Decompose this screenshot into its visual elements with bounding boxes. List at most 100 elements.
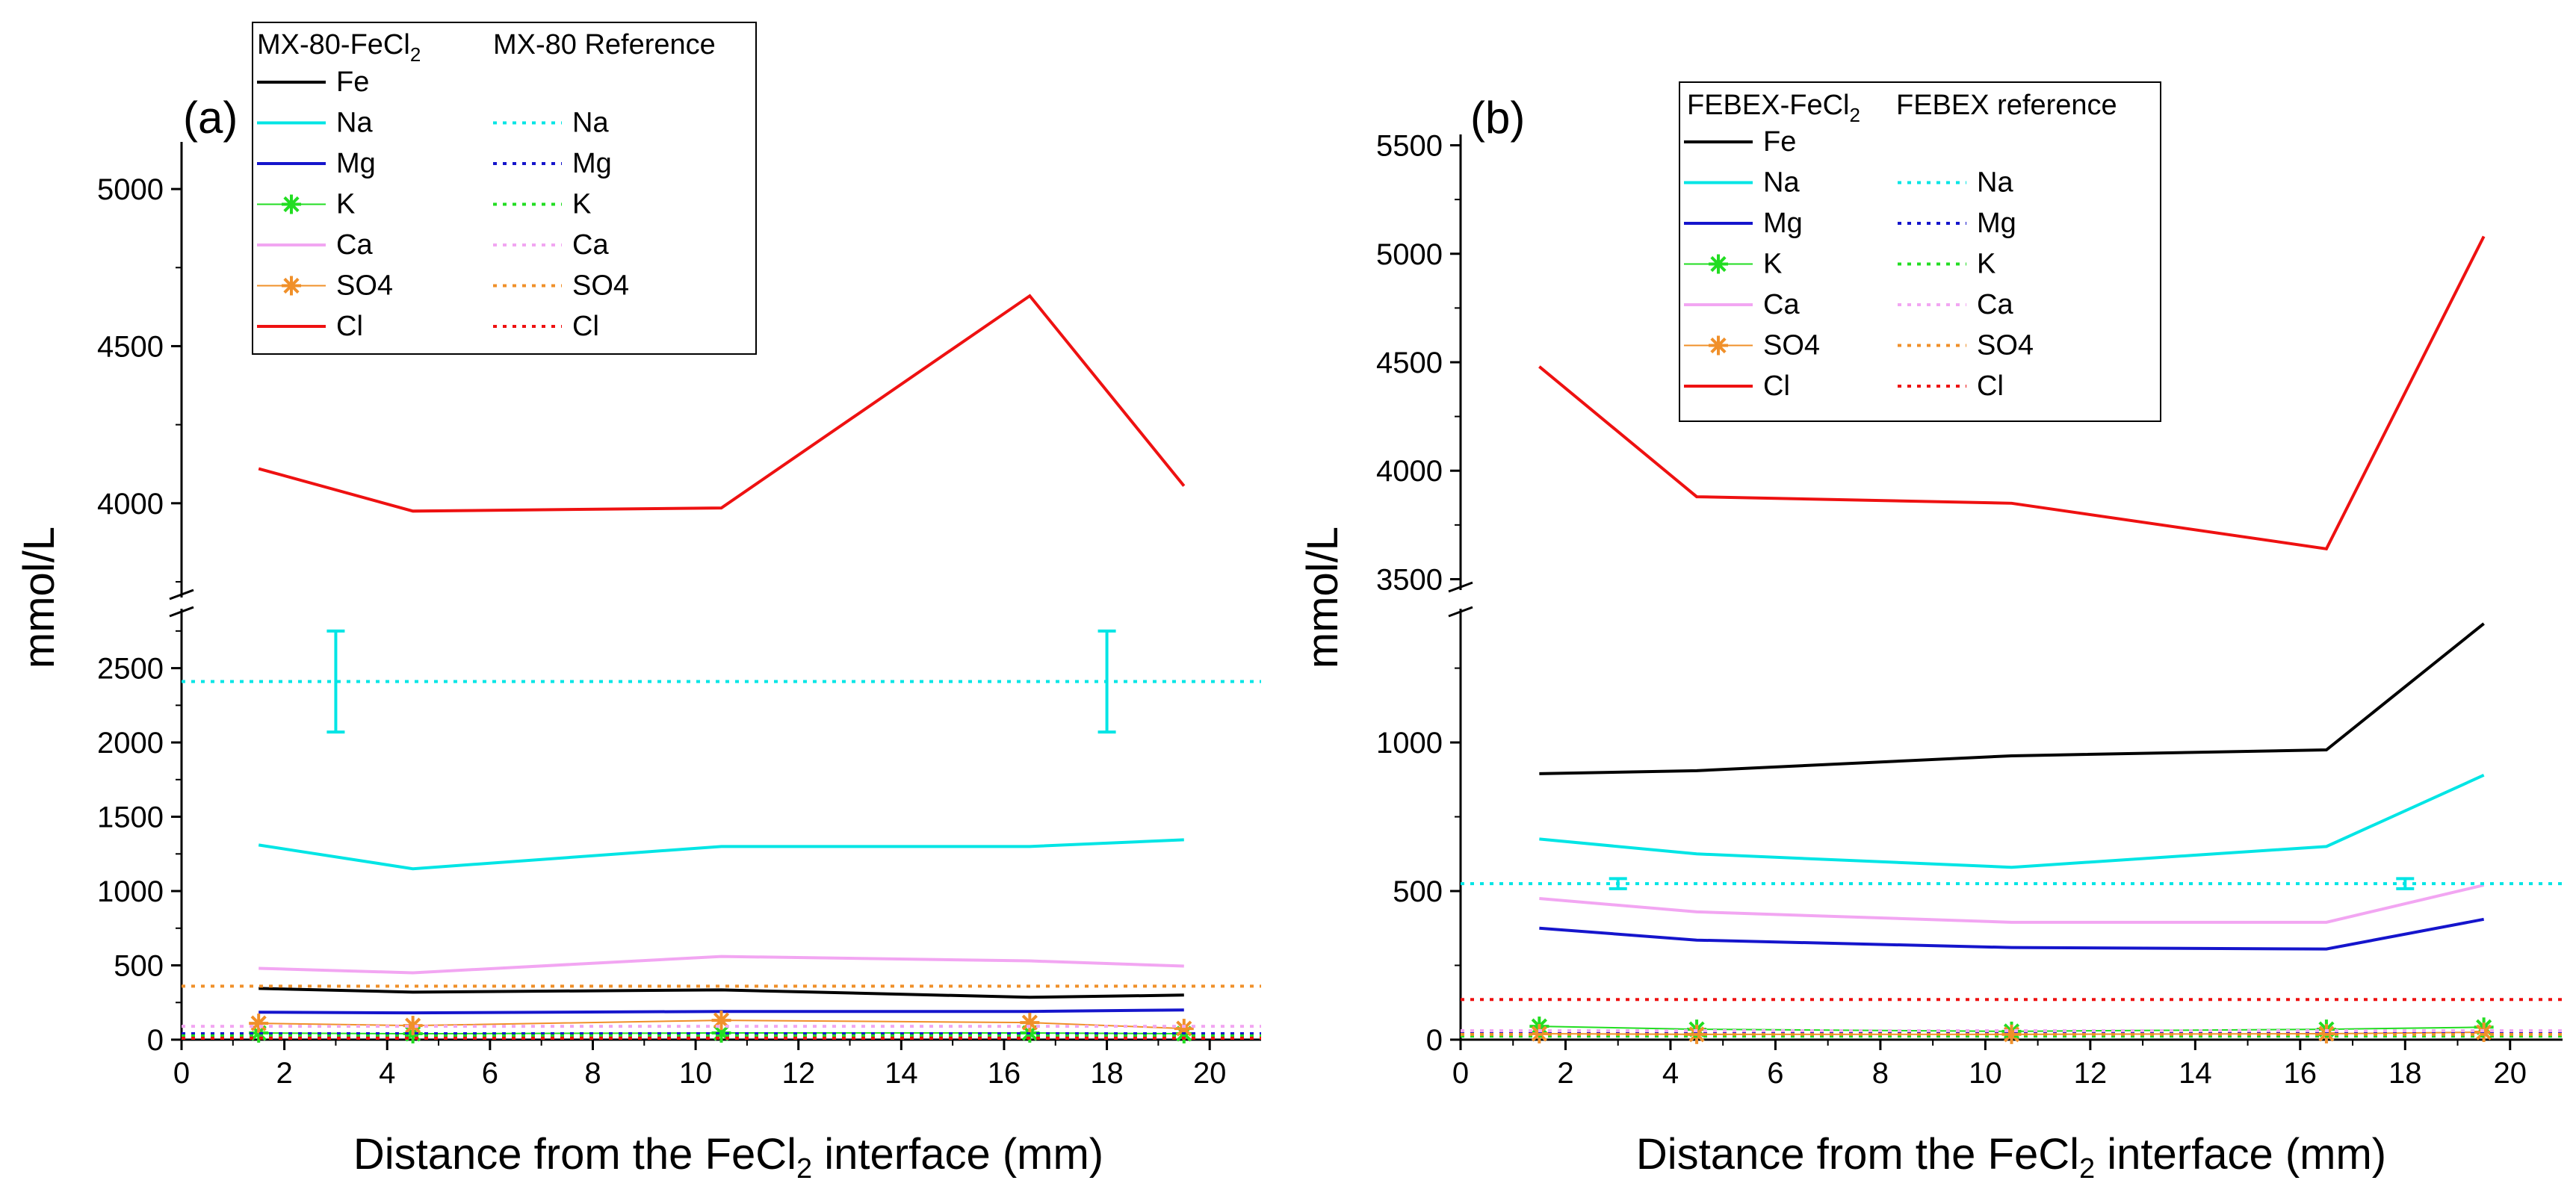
legend-mg-ref-label: Mg [572, 148, 612, 179]
axis-break-mark [1448, 606, 1473, 618]
legend-cl-ref-label: Cl [572, 311, 599, 342]
legend-mg-label: Mg [1763, 208, 1803, 239]
axis-break-mark [1448, 581, 1473, 593]
legend-mg-ref-label: Mg [1977, 208, 2016, 239]
x-tick-label: 10 [1969, 1057, 2002, 1090]
x-tick-label: 4 [379, 1057, 395, 1090]
y-tick-label: 5000 [97, 173, 164, 206]
y-tick-label: 4000 [97, 488, 164, 521]
x-tick-label: 6 [1767, 1057, 1783, 1090]
panel-b-xlabel: Distance from the FeCl2 interface (mm) [1636, 1130, 2386, 1185]
series-mx-80-fecl2-so4-point [1020, 1013, 1040, 1033]
x-tick-label: 12 [2074, 1057, 2108, 1090]
panel-b-legend-header-2: FEBEX reference [1896, 90, 2117, 121]
x-tick-label: 6 [482, 1057, 498, 1090]
x-tick-label: 18 [1090, 1057, 1124, 1090]
axis-break-mark [169, 589, 194, 600]
series-febex-fecl2-ca-line [1539, 884, 2485, 924]
panel-b-xlabel-main: Distance from the FeCl [1636, 1130, 2079, 1179]
panel-a-legend: MX-80-FeCl2 MX-80 Reference Fe Na Na Mg Mg K K… [252, 22, 757, 355]
panel-a-legend-entries: Fe Na Na Mg Mg K K Ca Ca SO4 SO4 Cl Cl [257, 66, 629, 342]
x-tick-label: 10 [679, 1057, 713, 1090]
legend-k-marker [1709, 254, 1728, 274]
y-tick-label: 1000 [97, 875, 164, 908]
legend-k-marker-stroke [1710, 255, 1727, 273]
axis-break-mark [169, 606, 194, 618]
legend-cl-ref-label: Cl [1977, 370, 2004, 402]
legend-ca-label: Ca [1763, 289, 1800, 320]
panel-a-ylabel: mmol/L [15, 527, 64, 668]
panel-b-xlabel-tail: interface (mm) [2095, 1130, 2386, 1179]
legend-na-label: Na [1763, 167, 1800, 199]
y-tick-label: 4000 [1376, 455, 1443, 488]
y-tick-label: 2000 [97, 727, 164, 760]
series-mx-80-fecl2-so4-point-stroke [250, 1015, 267, 1031]
panel-a-legend-header-2: MX-80 Reference [493, 29, 716, 60]
x-tick-label: 16 [2284, 1057, 2318, 1090]
y-tick-label: 4500 [97, 330, 164, 363]
panel-a-xlabel-sub: 2 [796, 1153, 812, 1185]
panel-b-legend-header-1-main: FEBEX-FeCl [1687, 90, 1849, 121]
series-mx-80-fecl2-so4-point [249, 1014, 269, 1034]
legend-cl-label: Cl [336, 311, 363, 342]
y-tick-label: 4500 [1376, 347, 1443, 379]
legend-fe-label: Fe [336, 66, 369, 98]
y-tick-label: 500 [114, 950, 164, 983]
legend-na-label: Na [336, 108, 373, 139]
x-tick-label: 4 [1662, 1057, 1679, 1090]
series-mx-80-fecl2-cl-line [258, 294, 1186, 513]
legend-k-marker [282, 194, 301, 214]
panel-a-legend-header-1-main: MX-80-FeCl [257, 29, 410, 60]
panel-b-legend-header-1: FEBEX-FeCl2 [1687, 90, 1860, 126]
legend-cl-label: Cl [1763, 370, 1790, 402]
y-tick-label: 500 [1393, 875, 1443, 908]
panel-a-xlabel-tail: interface (mm) [812, 1130, 1103, 1179]
panel-b: (b) mmol/L Distance from the FeCl2 inter… [1298, 81, 2563, 1185]
legend-na-ref-label: Na [572, 108, 609, 139]
x-tick-label: 12 [781, 1057, 815, 1090]
x-tick-label: 2 [1557, 1057, 1573, 1090]
y-tick-label: 5500 [1376, 130, 1443, 163]
panel-b-plot: 0 2 4 6 8 10 12 14 16 18 20 0 500 1000 3500 4000 4500 500… [1376, 130, 2563, 1090]
legend-ca-ref-label: Ca [1977, 289, 2013, 320]
series-mx-80-fecl2-so4-point [403, 1016, 423, 1036]
x-tick-label: 20 [1193, 1057, 1227, 1090]
series-febex-fecl2-fe-line [1539, 622, 2485, 775]
panel-a-xlabel-main: Distance from the FeCl [353, 1130, 796, 1179]
panel-a-legend-header-1-sub: 2 [410, 43, 421, 66]
panel-b-legend: FEBEX-FeCl2 FEBEX reference Fe Na Na Mg Mg K K… [1679, 81, 2161, 422]
series-mx-80-fecl2-so4-point-stroke [405, 1017, 421, 1034]
y-tick-label: 5000 [1376, 238, 1443, 271]
series-febex-fecl2-mg-line [1539, 917, 2485, 951]
series-febex-fecl2-na-line [1539, 774, 2485, 869]
series-mx-80-fecl2-ca-line [258, 955, 1184, 975]
legend-ca-label: Ca [336, 229, 373, 261]
y-tick-label: 3500 [1376, 563, 1443, 596]
panel-a-xlabel: Distance from the FeCl2 interface (mm) [353, 1130, 1103, 1185]
y-tick-label: 2500 [97, 653, 164, 686]
panel-a-legend-header-1: MX-80-FeCl2 [257, 29, 421, 66]
panel-b-legend-entries: Fe Na Na Mg Mg K K Ca Ca SO4 SO4 Cl Cl [1684, 126, 2034, 402]
y-tick-label: 1000 [1376, 727, 1443, 760]
legend-na-ref-label: Na [1977, 167, 2013, 199]
panel-a: (a) mmol/L Distance from the FeCl2 inter… [15, 22, 1261, 1185]
y-tick-label: 1500 [97, 801, 164, 834]
legend-mg-label: Mg [336, 148, 376, 179]
legend-so4-ref-label: SO4 [1977, 330, 2034, 361]
series-mx-80-fecl2-na-line [258, 838, 1184, 871]
panel-b-legend-header-1-sub: 2 [1849, 104, 1860, 126]
panel-a-label: (a) [183, 93, 238, 143]
legend-so4-marker-stroke [283, 277, 300, 294]
legend-k-ref-label: K [572, 189, 591, 220]
legend-k-label: K [1763, 249, 1782, 280]
x-tick-label: 14 [2179, 1057, 2212, 1090]
x-tick-label: 2 [276, 1057, 292, 1090]
legend-k-ref-label: K [1977, 249, 1996, 280]
legend-k-marker-stroke [283, 196, 300, 213]
legend-k-label: K [336, 189, 355, 220]
legend-so4-marker-stroke [1710, 337, 1727, 354]
series-febex-fecl2-cl-line [1538, 235, 2486, 550]
x-tick-label: 14 [885, 1057, 918, 1090]
x-tick-label: 0 [1452, 1057, 1469, 1090]
